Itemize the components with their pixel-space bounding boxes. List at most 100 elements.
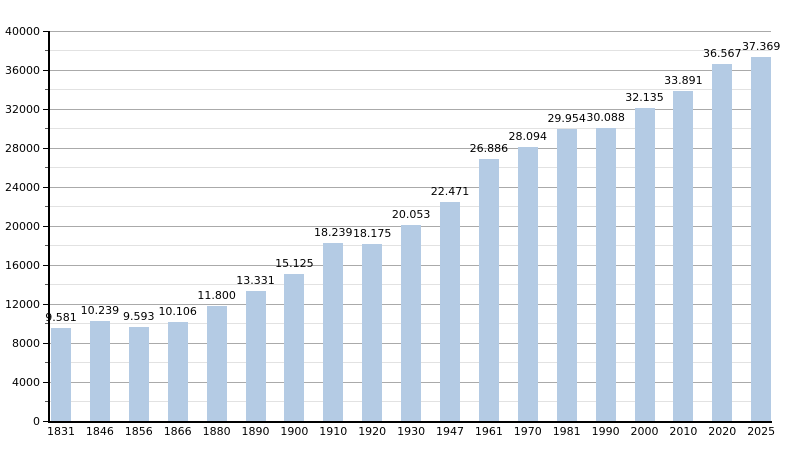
bar (89, 321, 110, 421)
bar (167, 322, 188, 421)
bar-value-label: 10.106 (158, 305, 197, 319)
y-axis-major-tick (43, 420, 49, 422)
y-axis-minor-tick (45, 401, 49, 402)
bar (440, 201, 460, 421)
y-gridline-major (49, 186, 771, 188)
y-axis-label: 32000 (5, 102, 40, 116)
x-axis-label: 1866 (163, 425, 192, 438)
x-axis-label: 1970 (513, 425, 542, 438)
y-axis-label: 0 (33, 414, 40, 428)
x-axis-label: 2000 (630, 425, 659, 438)
y-axis-line (48, 31, 50, 422)
bar-value-label: 32.135 (625, 90, 664, 104)
x-axis-label: 2025 (747, 425, 776, 438)
bar-value-label: 18.175 (352, 226, 392, 240)
y-axis-major-tick (43, 69, 49, 71)
y-axis-major-tick (43, 225, 49, 227)
y-axis-minor-tick (45, 50, 49, 51)
y-axis-label: 8000 (12, 336, 40, 350)
bar (595, 127, 616, 421)
x-axis-label: 1856 (124, 425, 153, 438)
bar (401, 225, 422, 421)
bar (51, 327, 71, 421)
y-axis-label: 40000 (5, 24, 40, 38)
bar (206, 305, 227, 421)
y-gridline-minor (49, 167, 771, 168)
bar-value-label: 30.088 (586, 110, 625, 124)
x-axis-label: 1961 (474, 425, 503, 438)
bar-value-label: 13.331 (236, 274, 275, 288)
y-axis-minor-tick (45, 362, 49, 363)
y-axis-label: 28000 (5, 141, 40, 155)
y-gridline-minor (49, 206, 771, 207)
bar (634, 107, 655, 421)
bar-value-label: 20.053 (391, 208, 431, 222)
bar-value-label: 10.239 (80, 304, 120, 318)
bar (478, 158, 499, 421)
x-axis-label: 1930 (397, 425, 426, 438)
bar-value-label: 29.954 (547, 111, 586, 125)
bar-value-label: 33.891 (664, 73, 703, 87)
x-axis-label: 1846 (85, 425, 114, 438)
bar (556, 128, 577, 421)
y-gridline-minor (49, 50, 771, 51)
y-axis-major-tick (43, 108, 49, 110)
y-axis-major-tick (43, 264, 49, 266)
y-axis-major-tick (43, 147, 49, 149)
y-axis-minor-tick (45, 89, 49, 90)
y-axis-label: 16000 (5, 258, 40, 272)
y-axis-major-tick (43, 30, 49, 32)
bar-value-label: 22.471 (430, 184, 470, 198)
bar-value-label: 11.800 (197, 288, 236, 302)
y-gridline-major (49, 108, 771, 110)
y-gridline-major (49, 147, 771, 149)
y-axis-label: 36000 (5, 63, 40, 77)
x-axis-line (48, 421, 772, 423)
bar (284, 273, 305, 421)
bar (517, 147, 538, 421)
x-axis-label: 1920 (358, 425, 387, 438)
x-axis-label: 1890 (241, 425, 270, 438)
y-axis-major-tick (43, 303, 49, 305)
bar-value-label: 18.239 (314, 226, 353, 240)
y-axis-major-tick (43, 381, 49, 383)
y-axis-major-tick (43, 186, 49, 188)
bar (712, 64, 733, 421)
x-axis-label: 1947 (436, 425, 464, 438)
y-axis-label: 24000 (5, 180, 40, 194)
y-axis-label: 12000 (5, 297, 40, 311)
bar (362, 243, 383, 421)
bar (128, 327, 149, 421)
bar (323, 243, 344, 421)
bar-value-label: 15.125 (275, 256, 314, 270)
x-axis-label: 2010 (669, 425, 698, 438)
y-axis-label: 4000 (12, 375, 40, 389)
x-axis-label: 1900 (280, 425, 309, 438)
x-axis-label: 2020 (708, 425, 737, 438)
y-axis-minor-tick (45, 245, 49, 246)
y-gridline-major (49, 69, 771, 71)
x-axis-label: 1880 (202, 425, 231, 438)
y-axis-minor-tick (45, 206, 49, 207)
bar-value-label: 9.581 (45, 310, 77, 324)
y-axis-minor-tick (45, 167, 49, 168)
bar-value-label: 9.593 (123, 310, 155, 324)
y-gridline-major (49, 30, 771, 32)
x-axis-label: 1990 (591, 425, 620, 438)
bar (673, 90, 694, 421)
bar (751, 56, 772, 421)
y-axis-minor-tick (45, 128, 49, 129)
x-axis-label: 1831 (47, 425, 75, 438)
y-gridline-minor (49, 128, 771, 129)
y-axis-minor-tick (45, 323, 49, 324)
x-axis-label: 1981 (552, 425, 581, 438)
y-axis-minor-tick (45, 284, 49, 285)
bar-value-label: 26.886 (469, 141, 509, 155)
y-axis-label: 20000 (5, 219, 40, 233)
bar-value-label: 28.094 (508, 130, 548, 144)
bar (245, 291, 266, 421)
bar-value-label: 37.369 (741, 39, 781, 53)
y-axis-major-tick (43, 342, 49, 344)
x-axis-label: 1910 (319, 425, 348, 438)
